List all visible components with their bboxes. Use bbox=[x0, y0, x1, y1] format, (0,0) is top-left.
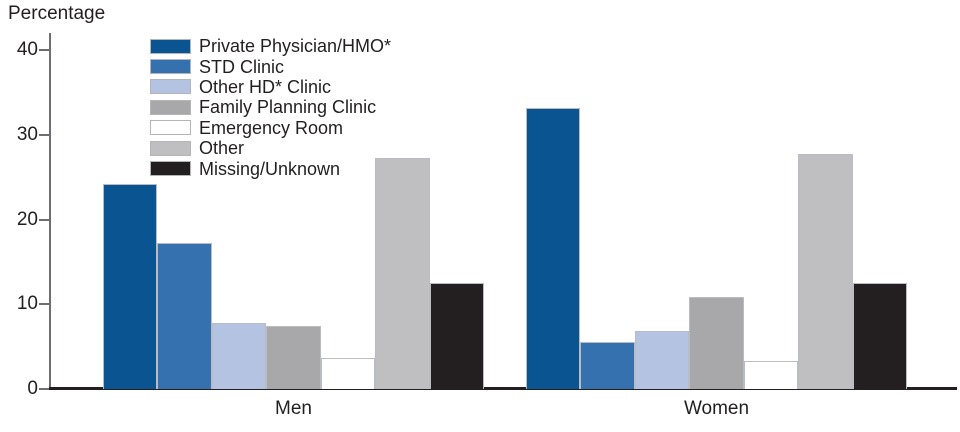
bar bbox=[526, 108, 581, 389]
legend-swatch bbox=[150, 38, 191, 54]
y-axis-tick-label: 30 bbox=[16, 123, 38, 145]
legend-swatch bbox=[150, 120, 191, 136]
bar bbox=[266, 326, 321, 389]
y-axis-tick-label: 20 bbox=[16, 208, 38, 230]
bar bbox=[429, 283, 484, 389]
bar bbox=[103, 184, 158, 389]
y-axis-tick-label: 0 bbox=[27, 378, 38, 399]
legend-swatch bbox=[150, 161, 191, 177]
legend-item: Private Physician/HMO* bbox=[150, 36, 391, 56]
legend: Private Physician/HMO* STD Clinic Other HD… bbox=[150, 36, 391, 179]
category-label-men: Men bbox=[275, 398, 312, 419]
bar bbox=[798, 154, 853, 389]
bar bbox=[211, 323, 267, 389]
legend-label: Other bbox=[199, 138, 245, 159]
legend-item: Missing/Unknown bbox=[150, 158, 391, 178]
category-label-women: Women bbox=[683, 398, 750, 419]
legend-swatch bbox=[150, 79, 191, 95]
legend-item: Other HD* Clinic bbox=[150, 77, 391, 97]
legend-label: STD Clinic bbox=[199, 56, 285, 77]
legend-label: Private Physician/HMO* bbox=[199, 36, 392, 57]
y-axis-tick bbox=[39, 388, 49, 390]
bar bbox=[852, 283, 907, 389]
y-axis-title: Percentage bbox=[8, 3, 106, 24]
y-axis-tick-label: 40 bbox=[16, 39, 38, 60]
bar bbox=[320, 358, 376, 389]
legend-swatch bbox=[150, 59, 191, 75]
bar bbox=[157, 243, 212, 389]
legend-item: Emergency Room bbox=[150, 118, 391, 138]
y-axis-tick bbox=[39, 133, 49, 136]
legend-label: Emergency Room bbox=[199, 117, 344, 138]
legend-label: Other HD* Clinic bbox=[199, 76, 332, 97]
y-axis-tick bbox=[39, 218, 49, 221]
bar-group-women bbox=[526, 39, 907, 389]
y-axis-line bbox=[49, 33, 51, 389]
bar bbox=[634, 331, 690, 389]
y-axis-tick bbox=[39, 303, 49, 306]
bar-group-men bbox=[103, 39, 484, 389]
y-axis-tick-label: 10 bbox=[16, 293, 38, 315]
bar bbox=[689, 297, 744, 389]
legend-item: STD Clinic bbox=[150, 56, 391, 76]
x-axis-line bbox=[49, 387, 957, 390]
bar bbox=[580, 342, 635, 389]
legend-swatch bbox=[150, 99, 191, 115]
legend-label: Missing/Unknown bbox=[199, 158, 341, 179]
bar bbox=[743, 361, 799, 389]
legend-swatch bbox=[150, 140, 191, 156]
legend-item: Other bbox=[150, 138, 391, 158]
y-axis-tick bbox=[39, 49, 49, 51]
bar bbox=[375, 158, 430, 389]
legend-label: Family Planning Clinic bbox=[199, 97, 377, 118]
legend-item: Family Planning Clinic bbox=[150, 97, 391, 117]
